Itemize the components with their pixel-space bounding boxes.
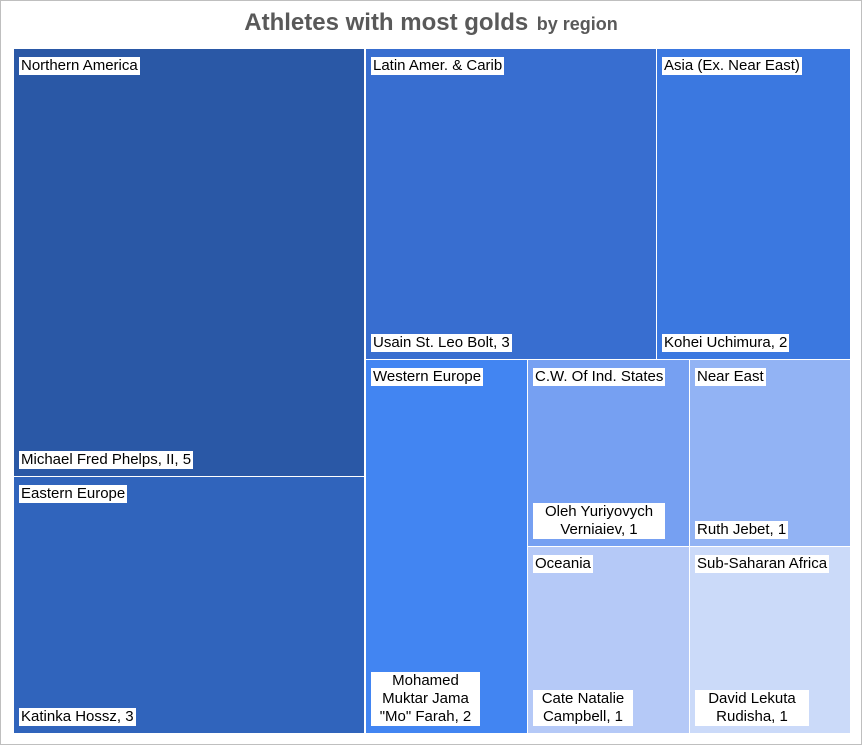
treemap-tile: Sub-Saharan Africa David Lekuta Rudisha, … — [690, 547, 850, 733]
treemap-tile: Near East Ruth Jebet, 1 — [690, 360, 850, 546]
tile-region-label: Oceania — [533, 555, 593, 573]
tile-region-label: Latin Amer. & Carib — [371, 57, 505, 75]
tile-athlete-label: Usain St. Leo Bolt, 3 — [371, 334, 512, 352]
tile-region-label: Sub-Saharan Africa — [695, 555, 830, 573]
tile-athlete-label: David Lekuta Rudisha, 1 — [695, 690, 809, 726]
treemap-tile: Asia (Ex. Near East) Kohei Uchimura, 2 — [657, 49, 850, 359]
tile-region-label: Near East — [695, 368, 766, 386]
chart-title-main: Athletes with most golds — [244, 9, 529, 36]
treemap-tile: C.W. Of Ind. States Oleh Yuriyovych Verni… — [528, 360, 689, 546]
tile-athlete-label: Ruth Jebet, 1 — [695, 521, 789, 539]
tile-athlete-label: Cate Natalie Campbell, 1 — [533, 690, 633, 726]
tile-athlete-label: Kohei Uchimura, 2 — [662, 334, 790, 352]
treemap-tile: Latin Amer. & Carib Usain St. Leo Bolt, 3 — [366, 49, 656, 359]
tile-athlete-label: Oleh Yuriyovych Verniaiev, 1 — [533, 503, 665, 539]
tile-athlete-label: Mohamed Muktar Jama "Mo" Farah, 2 — [371, 672, 480, 726]
treemap-tile: Oceania Cate Natalie Campbell, 1 — [528, 547, 689, 733]
chart-title: Athletes with most golds by region — [1, 9, 861, 37]
tile-athlete-label: Michael Fred Phelps, II, 5 — [19, 451, 194, 469]
tile-region-label: Eastern Europe — [19, 485, 128, 503]
tile-region-label: Asia (Ex. Near East) — [662, 57, 802, 75]
tile-region-label: Western Europe — [371, 368, 484, 386]
tile-region-label: C.W. Of Ind. States — [533, 368, 666, 386]
treemap-tile: Northern America Michael Fred Phelps, II,… — [14, 49, 364, 476]
treemap-tile: Western Europe Mohamed Muktar Jama "Mo" F… — [366, 360, 527, 733]
tile-athlete-label: Katinka Hossz, 3 — [19, 708, 136, 726]
treemap-tile: Eastern Europe Katinka Hossz, 3 — [14, 477, 364, 733]
tile-region-label: Northern America — [19, 57, 140, 75]
chart-subtitle: by region — [536, 14, 618, 34]
